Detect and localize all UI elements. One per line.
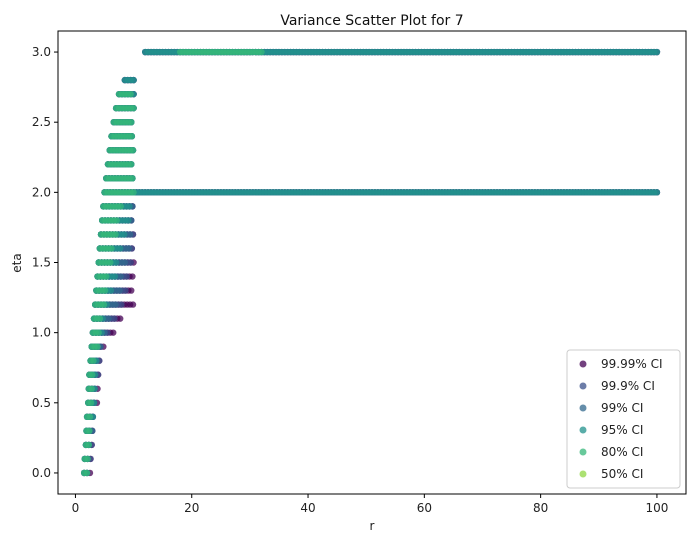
data-point: [112, 301, 119, 308]
x-tick-label: 40: [300, 501, 315, 515]
legend: 99.99% CI 99.9% CI 99% CI 95% CI 80% CI 50% C…: [566, 349, 681, 489]
data-point: [107, 287, 115, 294]
data-point: [95, 329, 102, 336]
data-point: [127, 90, 134, 98]
data-point: [125, 245, 133, 252]
data-point: [86, 427, 93, 435]
data-point: [108, 245, 115, 252]
data-point: [86, 413, 94, 421]
data-point: [123, 273, 130, 280]
x-axis-ticks: 0 20 40 60 80 100: [72, 494, 668, 515]
data-point: [111, 315, 118, 322]
data-point: [117, 203, 125, 210]
data-point: [129, 175, 136, 182]
legend-label: 95% CI: [601, 423, 643, 437]
y-tick-label: 2.0: [32, 185, 51, 199]
data-point: [113, 217, 120, 224]
legend-label: 80% CI: [601, 445, 643, 459]
data-point: [118, 301, 125, 308]
data-point: [117, 315, 124, 322]
data-point: [128, 133, 136, 140]
data-point: [125, 217, 132, 224]
data-point: [100, 301, 108, 308]
data-point: [107, 259, 114, 266]
data-point: [89, 371, 96, 378]
data-point: [128, 119, 135, 126]
legend-label: 99.99% CI: [601, 357, 663, 371]
legend-marker: [579, 382, 587, 390]
legend-label: 99% CI: [601, 401, 643, 415]
data-point: [83, 469, 91, 477]
data-point: [94, 343, 101, 350]
x-tick-label: 0: [72, 501, 80, 515]
data-point: [117, 245, 124, 252]
data-point: [121, 259, 129, 266]
data-point: [84, 455, 91, 463]
data-point: [101, 287, 109, 294]
chart-title: Variance Scatter Plot for 7: [280, 13, 463, 29]
data-point: [258, 48, 265, 56]
y-tick-label: 3.0: [32, 45, 51, 59]
data-point: [116, 287, 123, 294]
legend-label: 50% CI: [601, 467, 643, 481]
legend-marker: [579, 360, 587, 368]
data-point: [112, 259, 120, 266]
legend-label: 99.9% CI: [601, 379, 655, 393]
data-point: [129, 273, 136, 280]
data-point: [653, 48, 661, 56]
data-point: [110, 329, 117, 336]
data-point: [85, 441, 93, 449]
data-point: [90, 357, 97, 364]
legend-marker: [579, 448, 587, 456]
data-point: [129, 147, 137, 154]
data-point: [130, 189, 137, 196]
data-point: [128, 287, 135, 294]
x-tick-label: 20: [184, 501, 199, 515]
x-tick-label: 100: [645, 501, 668, 515]
y-axis-label: eta: [10, 253, 24, 272]
data-point: [653, 189, 661, 196]
legend-marker: [579, 404, 587, 412]
y-tick-label: 1.5: [32, 256, 51, 270]
data-points: [80, 48, 661, 477]
series-4: [80, 48, 265, 477]
legend-marker: [579, 426, 587, 434]
y-axis-ticks: 0.0 0.5 1.0 1.5 2.0 2.5 3.0: [32, 45, 58, 480]
data-point: [126, 203, 133, 210]
data-point: [112, 231, 119, 238]
y-tick-label: 0.0: [32, 466, 51, 480]
x-tick-label: 60: [417, 501, 432, 515]
data-point: [121, 231, 128, 238]
data-point: [105, 315, 112, 322]
legend-marker: [579, 470, 587, 478]
x-tick-label: 80: [533, 501, 548, 515]
data-point: [103, 273, 110, 280]
y-tick-label: 0.5: [32, 396, 51, 410]
data-point: [129, 301, 137, 308]
x-axis-label: r: [370, 519, 375, 533]
data-point: [111, 273, 119, 280]
data-point: [130, 104, 137, 112]
data-point: [128, 161, 135, 168]
data-point: [117, 273, 125, 280]
legend-frame: [566, 349, 681, 489]
data-point: [122, 287, 129, 294]
data-point: [87, 399, 95, 406]
data-point: [88, 385, 95, 392]
data-point: [127, 259, 134, 266]
data-point: [130, 76, 137, 84]
y-tick-label: 1.0: [32, 326, 51, 340]
data-point: [126, 231, 134, 238]
data-point: [96, 315, 104, 322]
y-tick-label: 2.5: [32, 115, 51, 129]
